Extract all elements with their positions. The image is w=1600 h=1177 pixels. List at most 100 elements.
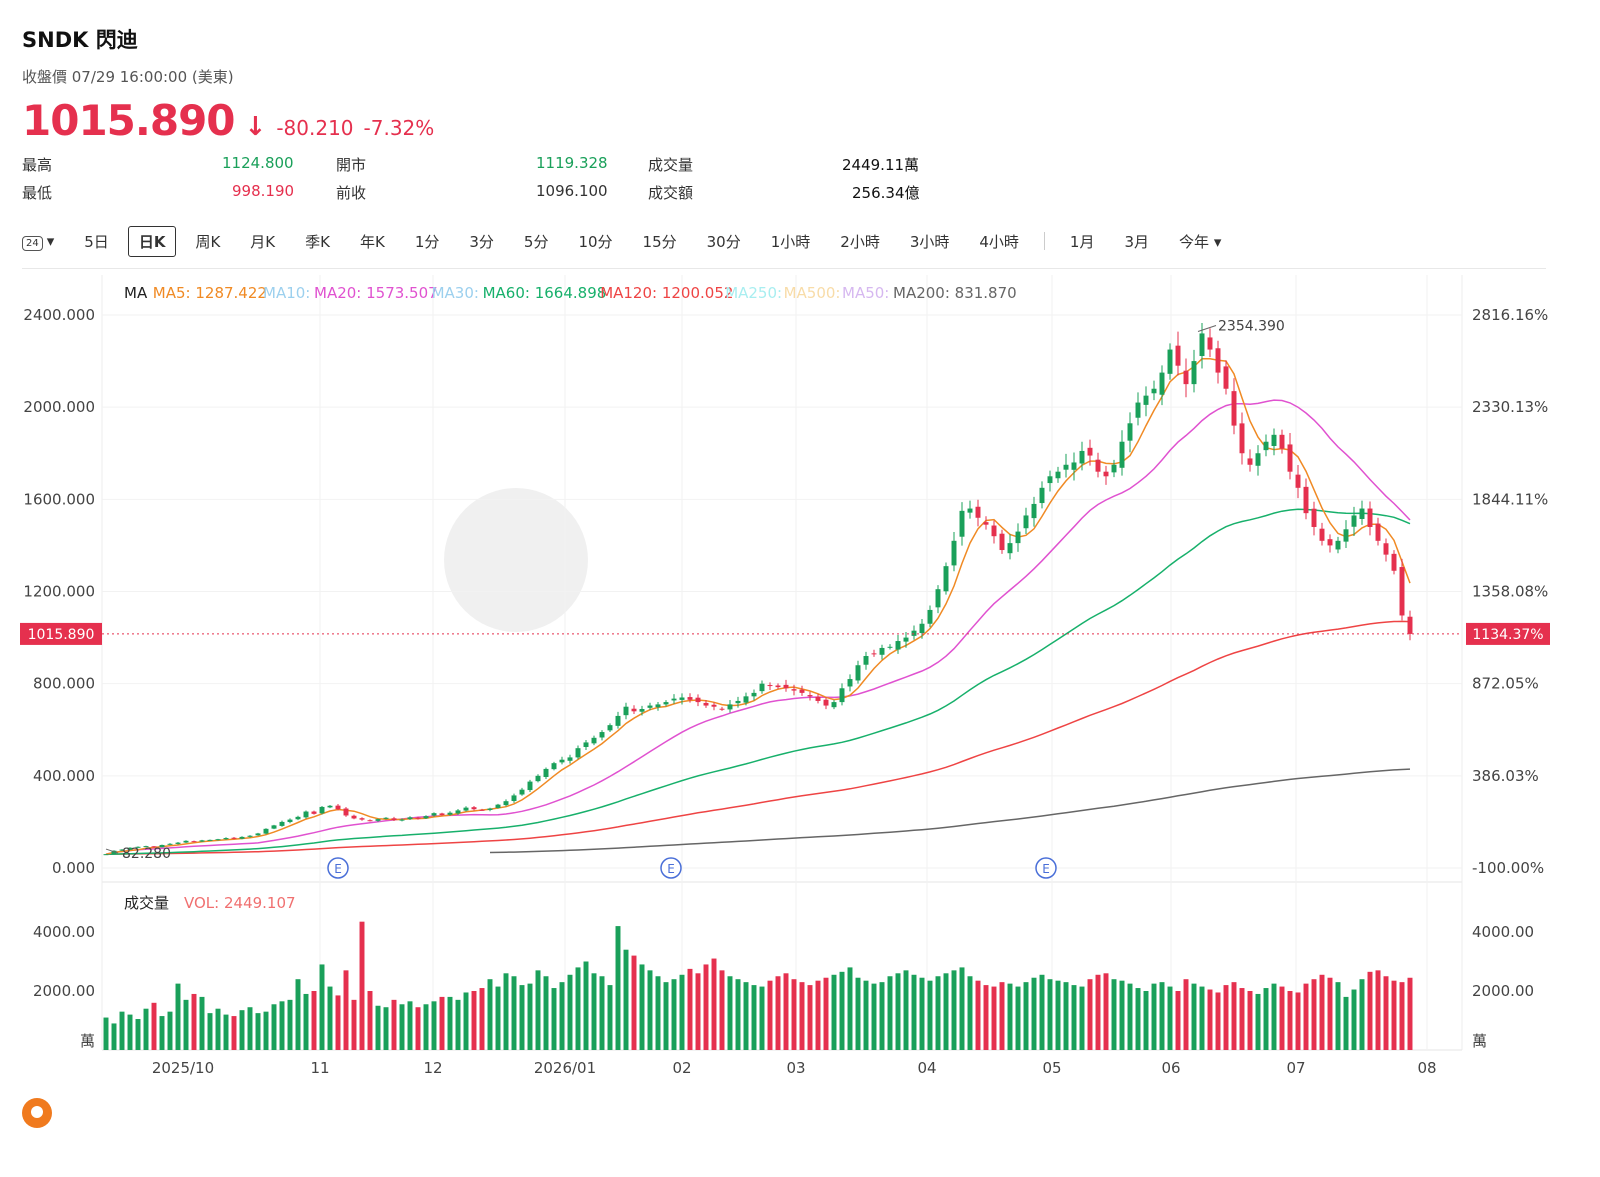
date-tick-label: 08 <box>1417 1059 1436 1077</box>
period-5min[interactable]: 5分 <box>523 232 549 251</box>
period-2h[interactable]: 2小時 <box>840 232 880 251</box>
volume-bar <box>239 1010 245 1050</box>
earnings-marker <box>1035 857 1057 879</box>
high-annotation: 2354.390 <box>1218 319 1285 335</box>
ma-legend-item: MA120: 1200.052 <box>600 284 733 302</box>
period-1h[interactable]: 1小時 <box>770 232 811 251</box>
period-30min[interactable]: 30分 <box>706 232 741 251</box>
candle-body <box>1159 372 1165 395</box>
period-3h[interactable]: 3小時 <box>909 232 950 251</box>
candle-body <box>143 846 149 848</box>
volume-bar <box>391 999 397 1050</box>
period-10min[interactable]: 10分 <box>578 232 613 251</box>
percent-tick-label: -100.00% <box>1472 859 1544 877</box>
candle-body <box>1399 567 1405 616</box>
period-monthly[interactable]: 月K <box>250 232 276 251</box>
price-tick-label: 400.000 <box>33 767 95 785</box>
percent-tick-label: 1358.08% <box>1472 583 1548 601</box>
candle-body <box>255 833 261 836</box>
price-tick-label: 0.000 <box>52 859 95 877</box>
volume-unit-right: 萬 <box>1472 1032 1487 1050</box>
candle-body <box>303 811 309 818</box>
period-1min[interactable]: 1分 <box>414 232 440 251</box>
volume-bar <box>103 1017 109 1050</box>
volume-bar <box>1047 979 1053 1050</box>
date-tick-label: 12 <box>423 1059 442 1077</box>
period-3min[interactable]: 3分 <box>469 232 494 251</box>
candle-body <box>1279 434 1285 449</box>
price-tick-label: 1600.000 <box>23 490 95 508</box>
candle-body <box>1231 391 1237 426</box>
volume-bar <box>815 980 821 1050</box>
range-3m[interactable]: 3月 <box>1124 232 1150 251</box>
count-badge: 24 <box>22 235 43 251</box>
volume-bar <box>1111 979 1117 1050</box>
candle-body <box>975 506 981 518</box>
volume-bar <box>687 968 693 1050</box>
volume-bar <box>959 967 965 1050</box>
price-axis: 2400.000 2000.000 1600.000 1200.000 800.000 4… <box>23 306 95 877</box>
volume-bar <box>319 964 325 1050</box>
period-yearly[interactable]: 年K <box>359 232 385 251</box>
volume-bar <box>495 986 501 1050</box>
volume-bar <box>343 970 349 1050</box>
volume-bar <box>559 982 565 1050</box>
range-ytd-dropdown[interactable]: 今年 ▾ <box>1168 226 1232 257</box>
candle-body <box>567 757 573 761</box>
period-4h[interactable]: 4小時 <box>979 232 1019 251</box>
volume-bar <box>335 995 341 1050</box>
volume-bar <box>359 921 365 1050</box>
ma20-line <box>105 399 1411 855</box>
candle-body <box>919 623 925 634</box>
candle-body <box>343 808 349 816</box>
volume-bar <box>1359 979 1365 1050</box>
period-quarterly[interactable]: 季K <box>305 232 330 251</box>
earnings-marker <box>660 857 682 879</box>
candle-body <box>1311 508 1317 527</box>
candle-body <box>447 812 453 815</box>
volume-bar <box>1375 970 1381 1050</box>
candle-body <box>823 699 829 706</box>
volume-bar <box>1311 979 1317 1050</box>
period-daily[interactable]: 日K <box>127 225 177 257</box>
candle-count-dropdown[interactable]: 24 ▾ <box>22 227 65 256</box>
volume-bar <box>623 949 629 1050</box>
volume-tick-right: 2000.00 <box>1472 982 1534 1000</box>
candle-body <box>719 708 725 710</box>
volume-bar <box>351 999 357 1050</box>
range-ytd-label: 今年 <box>1179 232 1210 251</box>
candle-body <box>335 805 341 810</box>
volume-bar <box>767 980 773 1050</box>
candle-body <box>527 781 533 791</box>
range-1m[interactable]: 1月 <box>1069 232 1095 251</box>
candle-body <box>159 844 165 848</box>
volume-title: 成交量 <box>124 894 169 912</box>
period-weekly[interactable]: 周K <box>195 232 221 251</box>
volume-bar <box>1055 980 1061 1050</box>
volume-bar <box>1351 989 1357 1050</box>
volume-bar <box>135 1019 141 1050</box>
earnings-marker-label: E <box>334 862 342 876</box>
period-5d[interactable]: 5日 <box>84 232 109 251</box>
price-tick-label: 800.000 <box>33 675 95 693</box>
volume-bar <box>1191 983 1197 1050</box>
candle-body <box>871 653 877 655</box>
prev-close-label: 前收 <box>336 184 367 202</box>
volume-bar <box>895 973 901 1050</box>
volume-bar <box>1343 996 1349 1050</box>
volume-bar <box>1383 976 1389 1050</box>
volume-bar <box>919 977 925 1050</box>
candle-body <box>911 630 917 636</box>
candle-body <box>1407 616 1413 634</box>
ma-legend-item: MA500: <box>784 284 841 302</box>
chevron-down-icon: ▾ <box>46 231 55 250</box>
watermark <box>444 488 588 632</box>
ma-legend-item: MA20: 1573.507 <box>314 284 438 302</box>
volume-legend: 成交量 VOL: 2449.107 <box>124 894 296 912</box>
volume-bar <box>1143 991 1149 1050</box>
prev-close-value: 1096.100 <box>536 182 608 200</box>
period-15min[interactable]: 15分 <box>642 232 677 251</box>
candle-body <box>551 763 557 770</box>
percent-tick-label: 2816.16% <box>1472 306 1548 324</box>
